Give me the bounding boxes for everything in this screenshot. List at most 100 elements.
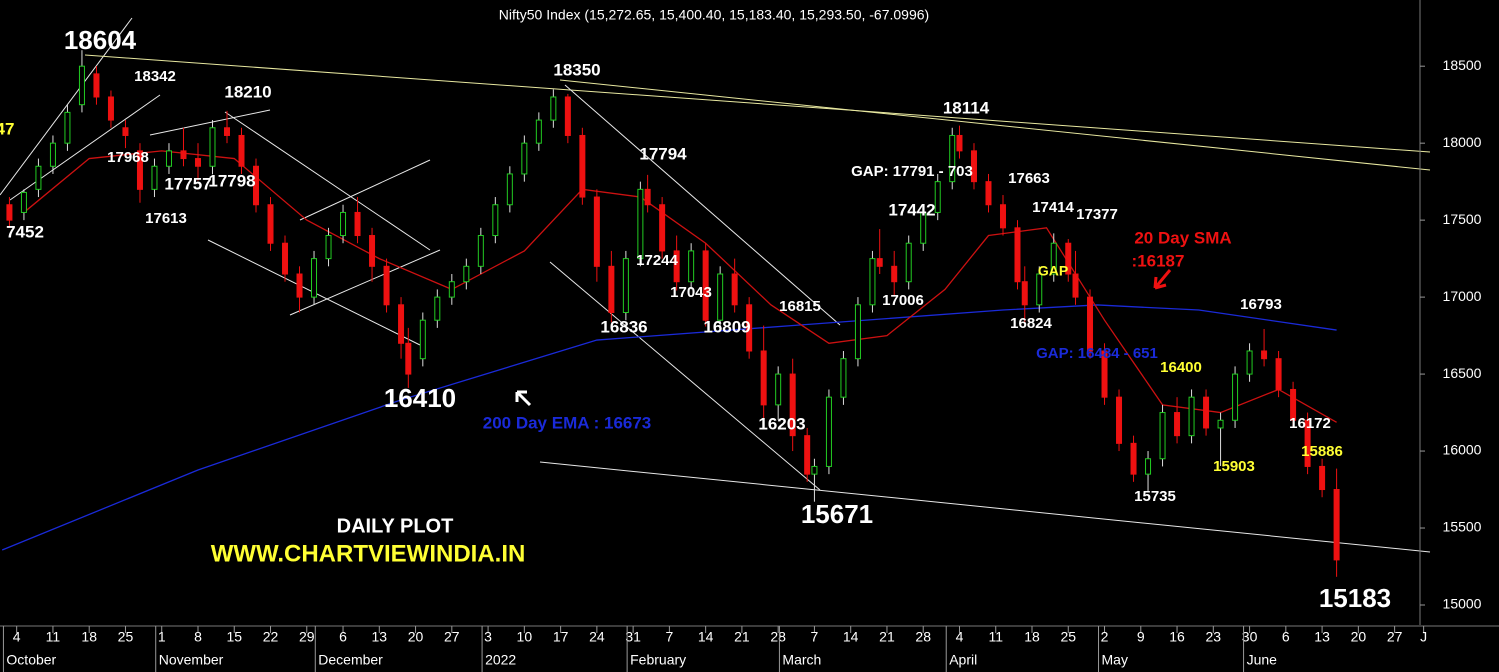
- candle-body: [354, 211, 361, 237]
- candle-body: [1159, 412, 1166, 460]
- annotation: 17006: [882, 292, 924, 309]
- candle-body: [1036, 273, 1043, 306]
- annotation: 15903: [1213, 458, 1255, 475]
- candle-body: [1304, 419, 1311, 467]
- annotation: 18114: [943, 98, 990, 117]
- candle-body: [1065, 242, 1072, 275]
- x-tick-label: 4: [956, 629, 964, 645]
- candle-body: [854, 304, 861, 360]
- x-tick-label: 27: [1387, 629, 1403, 645]
- candle-body: [1014, 227, 1021, 283]
- x-tick-label: 9: [1137, 629, 1145, 645]
- trend-line: [224, 111, 431, 251]
- annotation: 18350: [553, 60, 600, 79]
- candle-body: [637, 188, 644, 260]
- annotation: 16815: [779, 298, 821, 315]
- candle-body: [477, 235, 484, 267]
- candle-body: [1246, 350, 1253, 375]
- candle-body: [49, 142, 56, 167]
- annotation: :16187: [1132, 251, 1185, 270]
- annotation: 7452: [6, 222, 44, 241]
- candle-body: [731, 273, 738, 306]
- month-label: March: [782, 652, 821, 668]
- candle-body: [122, 127, 129, 136]
- x-tick-label: 15: [226, 629, 242, 645]
- x-tick-label: 31: [625, 629, 641, 645]
- indicator-line: [1, 304, 1337, 551]
- candle-body: [136, 150, 143, 190]
- candle-body: [876, 258, 883, 267]
- month-label: October: [6, 652, 56, 668]
- candle-body: [521, 142, 528, 175]
- arrow: [515, 390, 532, 407]
- x-tick-label: 14: [843, 629, 859, 645]
- candle-body: [492, 204, 499, 237]
- month-label: February: [630, 652, 686, 668]
- candle-body: [811, 465, 818, 475]
- x-tick-label: 14: [698, 629, 714, 645]
- candle-body: [434, 296, 441, 321]
- candle-body: [1145, 458, 1152, 475]
- annotation: 18210: [224, 82, 271, 101]
- annotation: 200 Day EMA : 16673: [483, 413, 652, 432]
- annotation: 16809: [703, 317, 750, 336]
- candle-body: [1319, 465, 1326, 491]
- candle-body: [535, 119, 542, 144]
- candle-body: [1087, 296, 1094, 352]
- y-tick-label: 17500: [1443, 211, 1482, 227]
- trend-line: [84, 54, 1431, 153]
- x-tick-label: 6: [1282, 629, 1290, 645]
- annotation: 18604: [64, 25, 137, 55]
- trend-line: [299, 159, 431, 221]
- x-tick-label: 28: [770, 629, 786, 645]
- annotation: 17613: [145, 210, 187, 227]
- candle-body: [180, 150, 187, 160]
- trend-line: [149, 109, 271, 136]
- candle-body: [840, 358, 847, 398]
- x-tick-label: 18: [1024, 629, 1040, 645]
- candle-body: [463, 265, 470, 283]
- x-tick-label: 17: [553, 629, 569, 645]
- x-tick-label: 18: [81, 629, 97, 645]
- y-tick-label: 17000: [1443, 288, 1482, 304]
- x-tick-label: 29: [299, 629, 315, 645]
- candle-body: [6, 204, 13, 221]
- x-tick-label: 11: [988, 629, 1003, 645]
- x-tick-label: 13: [372, 629, 388, 645]
- annotation: 17757: [164, 174, 211, 193]
- candle-body: [999, 204, 1006, 229]
- x-tick-label: 20: [408, 629, 424, 645]
- annotation: GAP: [1038, 263, 1068, 279]
- annotation: DAILY PLOT: [337, 515, 454, 537]
- candle-body: [340, 211, 347, 237]
- candle-body: [1130, 442, 1137, 475]
- candle-body: [20, 191, 27, 213]
- candle-body: [78, 65, 85, 106]
- candle-body: [282, 242, 289, 275]
- trend-line: [289, 249, 441, 316]
- candle-body: [1116, 396, 1123, 444]
- annotation: 17043: [670, 284, 712, 301]
- trend-lines: [0, 17, 1431, 553]
- annotation: 16203: [758, 414, 805, 433]
- x-tick-label: 4: [13, 629, 21, 645]
- y-tick-label: 15500: [1443, 519, 1482, 535]
- candle-body: [905, 242, 912, 283]
- candle-body: [93, 73, 100, 98]
- x-tick-label: 24: [589, 629, 605, 645]
- x-tick-label: 25: [118, 629, 134, 645]
- candle-body: [579, 134, 586, 198]
- x-tick-label: 7: [665, 629, 673, 645]
- x-tick-label: 8: [194, 629, 202, 645]
- x-tick-label: 16: [1169, 629, 1185, 645]
- candle-body: [1275, 358, 1282, 390]
- annotation: 20 Day SMA: [1134, 228, 1231, 247]
- indicator-line: [23, 150, 1337, 423]
- trend-line: [559, 79, 1431, 171]
- x-tick-label: J: [1420, 629, 1427, 645]
- candle-body: [789, 373, 796, 437]
- candle-body: [151, 165, 158, 190]
- x-tick-label: 3: [484, 629, 492, 645]
